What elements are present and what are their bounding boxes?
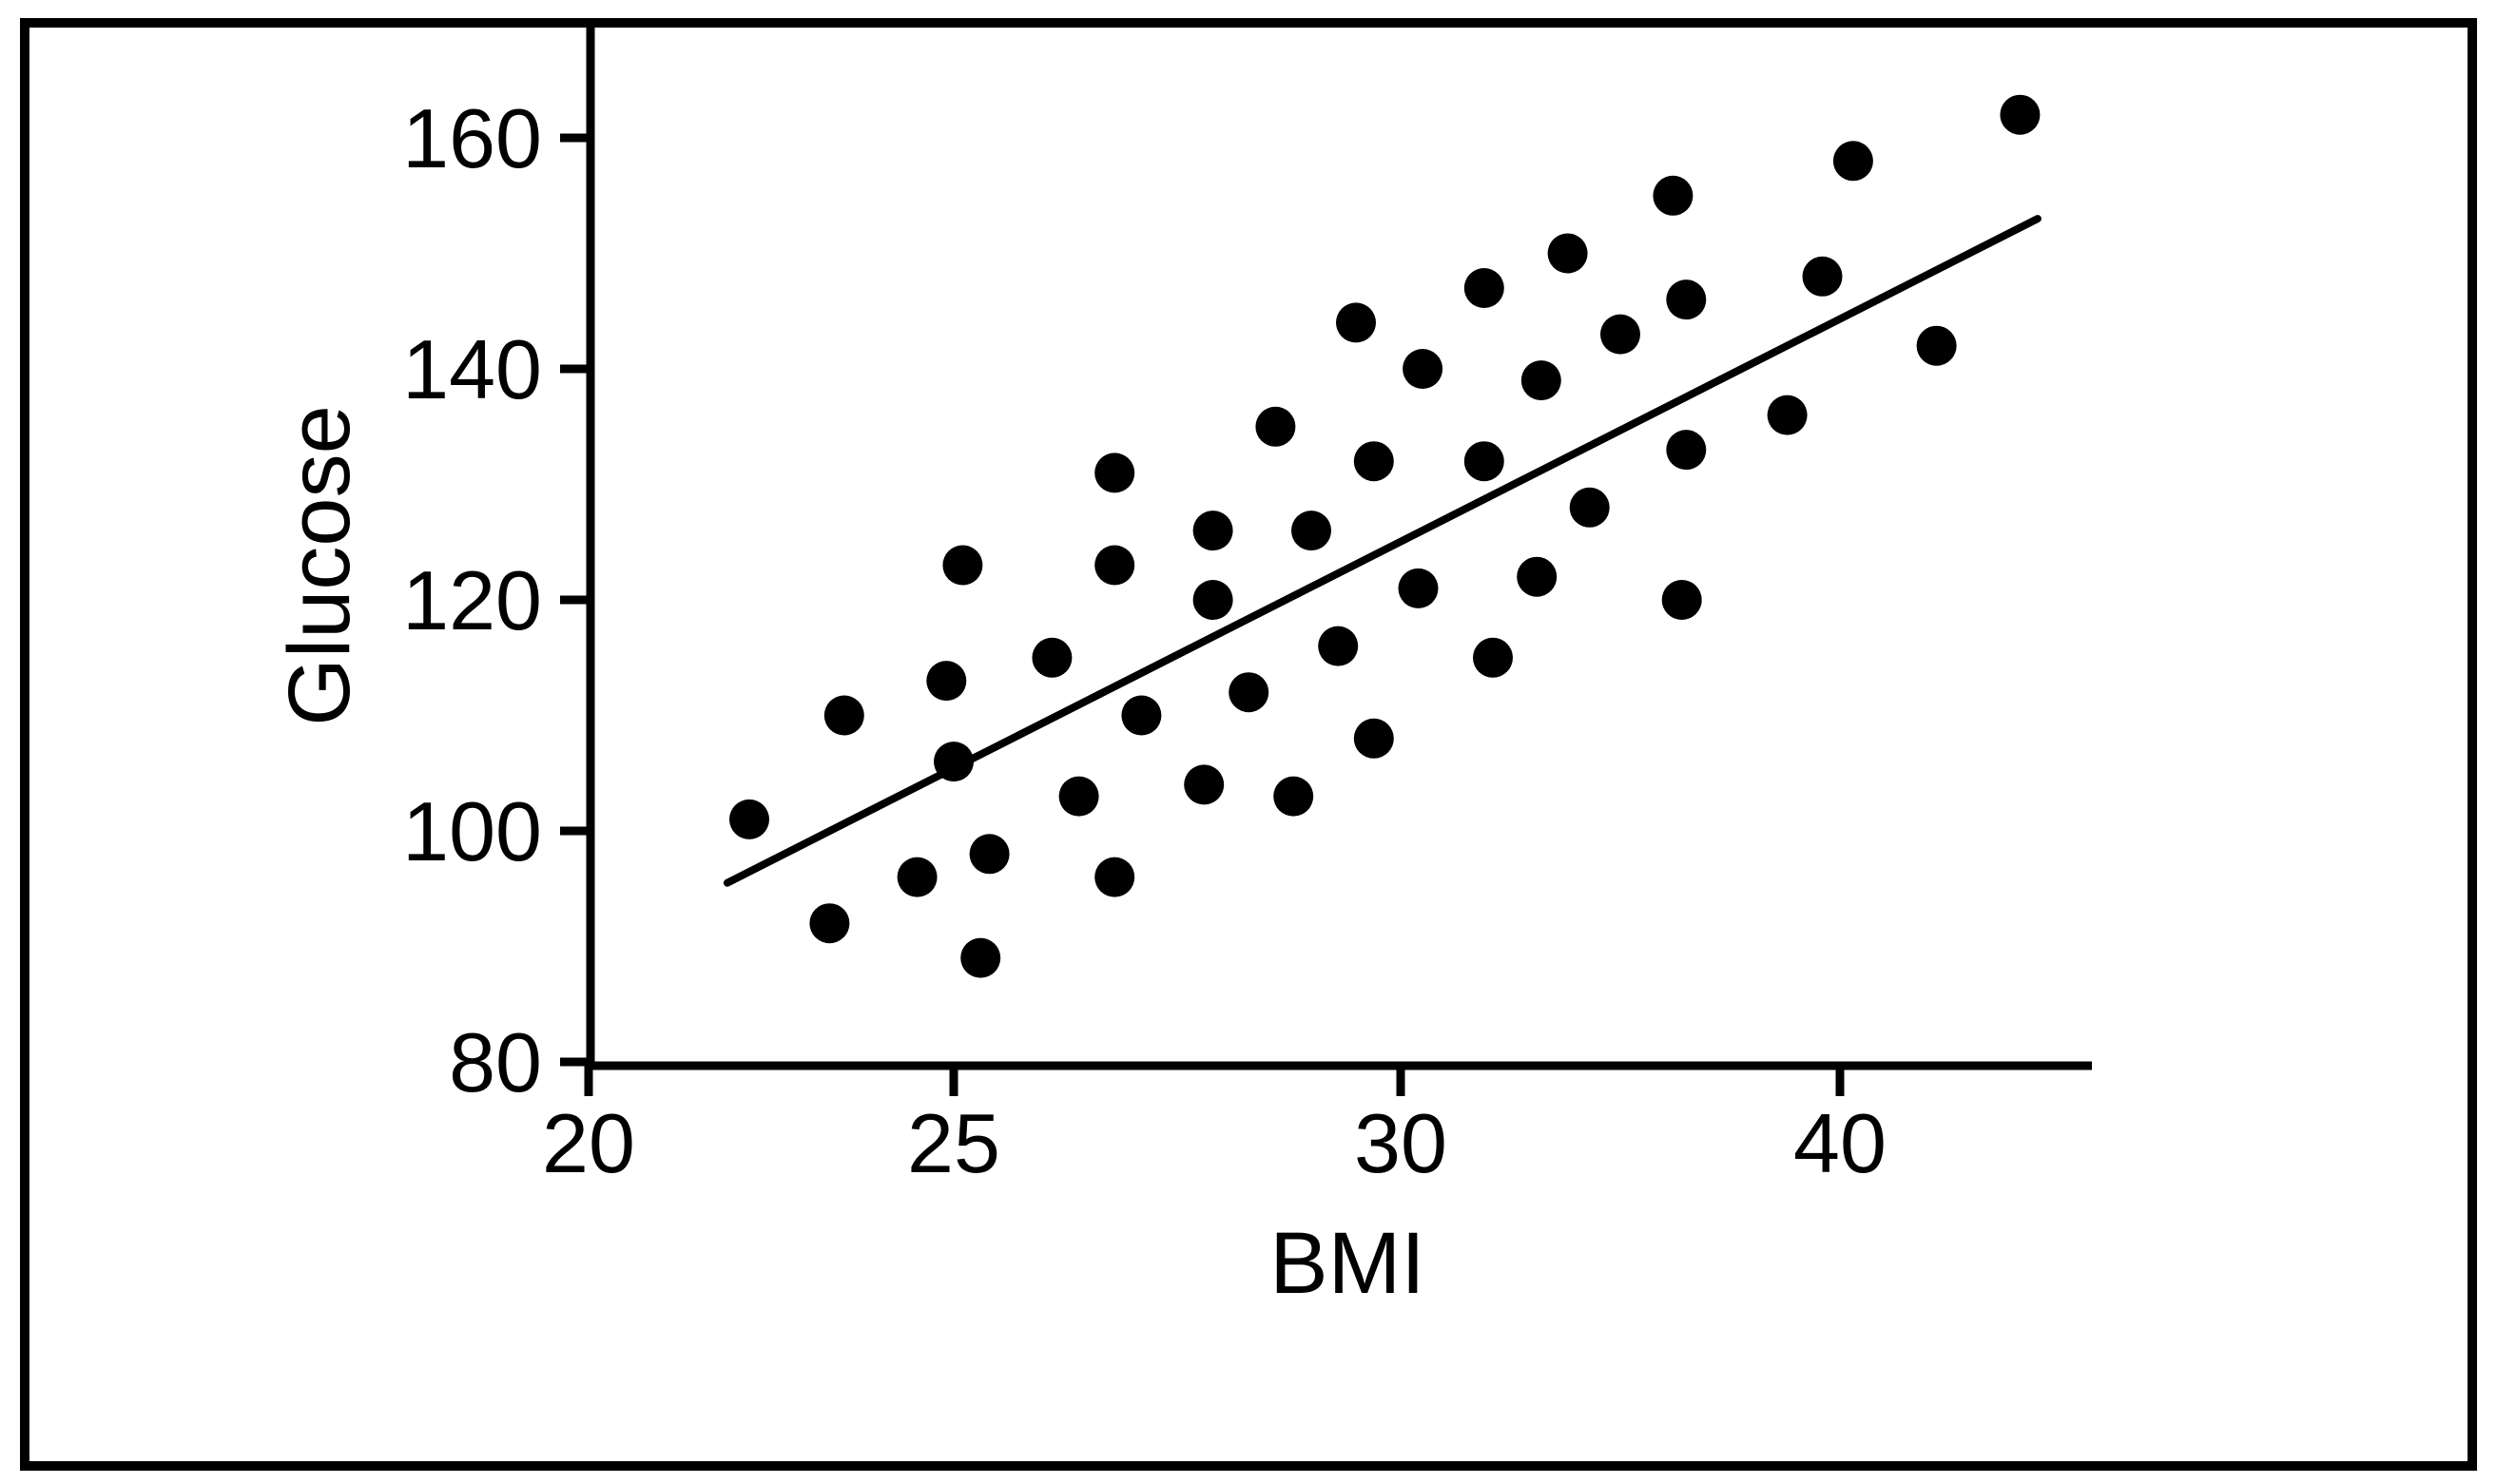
data-point [926, 661, 967, 702]
data-point [809, 903, 850, 944]
data-point [1121, 695, 1162, 736]
x-axis-ticks: 20 25 30 40 [542, 1066, 1887, 1190]
data-point [823, 695, 864, 736]
x-tick-label: 30 [1354, 1096, 1447, 1190]
data-point [1832, 141, 1873, 182]
data-point [1192, 580, 1233, 620]
y-tick-label: 120 [402, 553, 542, 647]
y-tick-label: 140 [402, 322, 542, 416]
data-point [1403, 349, 1443, 389]
data-point [1291, 511, 1331, 551]
data-point [1520, 360, 1561, 401]
x-tick-label: 25 [907, 1096, 1000, 1190]
data-point [1184, 764, 1225, 805]
data-point [1229, 672, 1269, 713]
data-point [1767, 395, 1808, 435]
data-points [729, 94, 2041, 978]
data-point [1600, 314, 1640, 355]
y-axis-ticks: 160 140 120 100 80 [402, 91, 590, 1109]
data-point [1802, 256, 1843, 297]
figure-border [20, 18, 2477, 1471]
data-point [1032, 637, 1073, 678]
data-point [1094, 857, 1135, 897]
data-point [1255, 406, 1296, 447]
data-point [942, 545, 983, 586]
x-tick-label: 40 [1793, 1096, 1887, 1190]
data-point [960, 937, 1001, 978]
data-point [2000, 94, 2041, 135]
x-tick-label: 20 [542, 1096, 635, 1190]
data-point [1336, 302, 1376, 343]
data-point [897, 857, 938, 897]
data-point [729, 799, 769, 839]
y-tick-label: 100 [402, 784, 542, 878]
data-point [1353, 441, 1394, 482]
data-point [1094, 545, 1135, 586]
data-point [1318, 626, 1359, 666]
x-axis-label: BMI [1269, 1215, 1425, 1312]
trend-line [723, 215, 2042, 887]
data-point [1398, 568, 1439, 608]
data-point [1547, 233, 1588, 274]
data-point [1666, 430, 1707, 471]
data-point [1916, 325, 1957, 366]
data-point [1517, 556, 1558, 597]
data-point [1569, 487, 1610, 528]
data-point [1653, 175, 1694, 216]
data-point [1666, 279, 1707, 320]
data-point [1273, 776, 1314, 817]
data-point [1463, 441, 1504, 482]
data-point [1473, 637, 1513, 678]
data-point [1094, 453, 1135, 493]
data-point [1463, 268, 1504, 308]
data-point [1192, 511, 1233, 551]
data-point [1353, 718, 1394, 759]
y-tick-label: 80 [449, 1015, 542, 1109]
y-tick-label: 160 [402, 91, 542, 185]
data-point [1661, 580, 1702, 620]
data-point [1058, 776, 1099, 817]
data-point [969, 834, 1010, 875]
y-axis-label: Glucose [271, 405, 368, 726]
